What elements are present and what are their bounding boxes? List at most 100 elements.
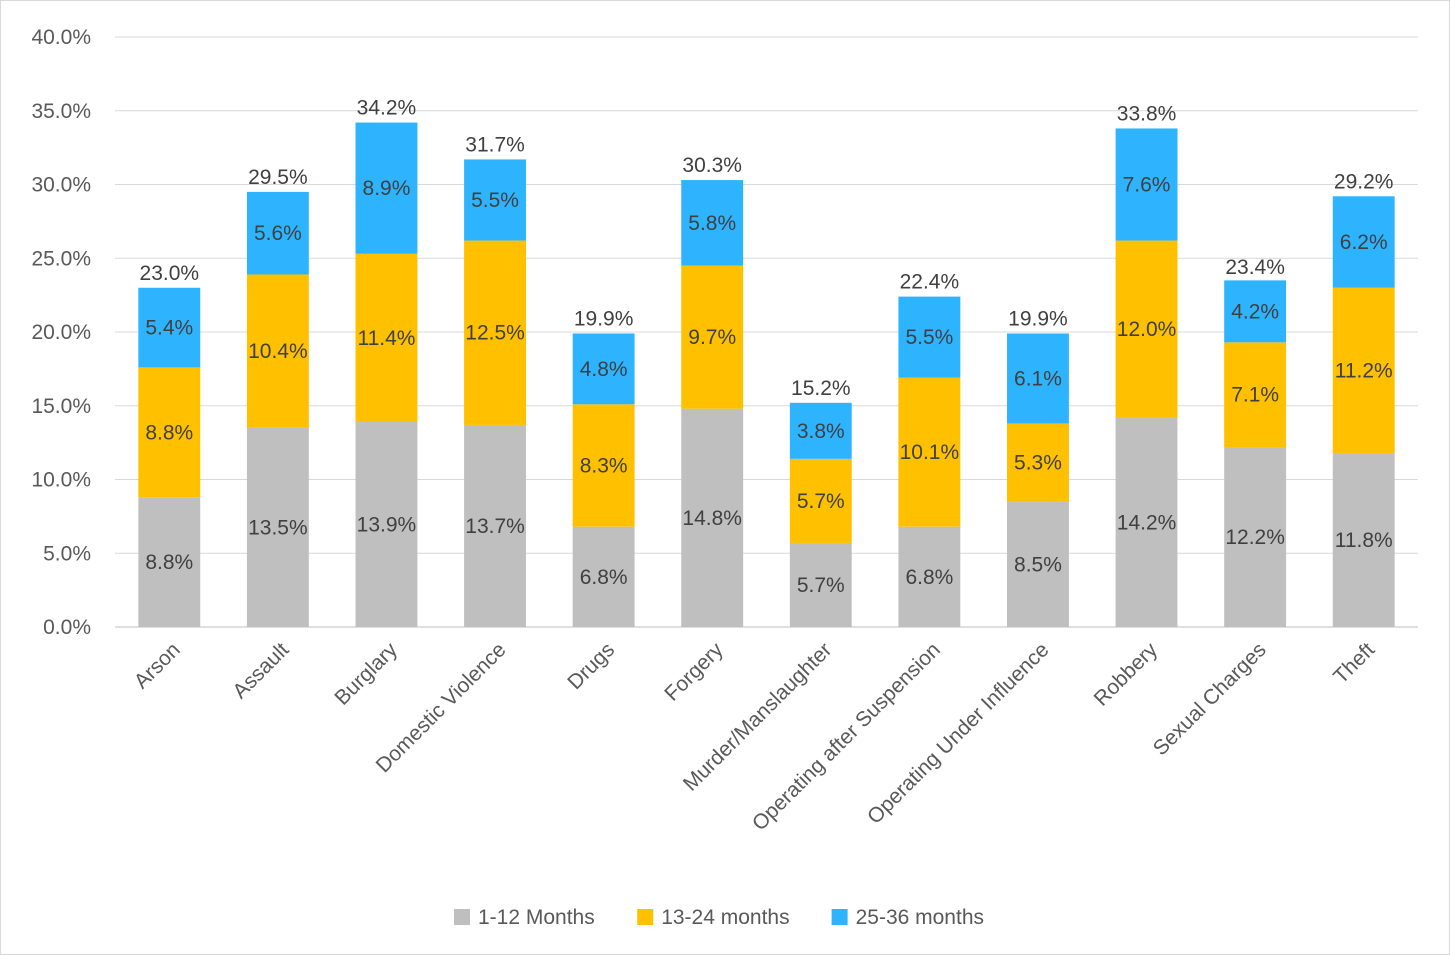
bar-segment [1007, 501, 1069, 627]
bar-segment [1332, 196, 1395, 288]
total-data-label: 31.7% [465, 133, 525, 156]
x-category-label: Burglary [330, 638, 402, 710]
segment-data-labels: 8.8% 8.8% 5.4% 13.5% 10.4% 5.6% 13.9% 11.4% 8.9%… [145, 174, 1392, 597]
bar-segment [246, 191, 309, 275]
total-data-label: 34.2% [357, 97, 417, 120]
legend-swatch [454, 909, 470, 925]
y-tick-label: 35.0% [31, 100, 91, 123]
total-data-label: 15.2% [791, 377, 851, 400]
segment-data-label: 4.2% [1231, 300, 1279, 323]
segment-data-label: 7.6% [1123, 174, 1171, 197]
bar-segment [789, 542, 852, 627]
bar-segment [464, 159, 526, 241]
x-category-label: Operating after Suspension [748, 638, 945, 835]
segment-data-label: 3.8% [797, 420, 845, 443]
total-data-label: 19.9% [574, 307, 634, 330]
y-tick-label: 40.0% [31, 26, 91, 49]
total-data-label: 29.5% [248, 166, 308, 189]
segment-data-label: 5.5% [471, 189, 519, 212]
gridlines [115, 36, 1418, 628]
x-category-label: Theft [1329, 638, 1379, 688]
y-tick-label: 15.0% [31, 395, 91, 418]
bar-segment [355, 122, 418, 254]
bar-segment [355, 421, 418, 627]
bars [138, 122, 1395, 627]
segment-data-label: 8.5% [1014, 553, 1062, 576]
bar-segment [1332, 287, 1395, 453]
segment-data-label: 7.1% [1231, 384, 1279, 407]
bar-segment [246, 427, 309, 627]
bar-segment [681, 180, 744, 266]
x-category-label: Drugs [563, 638, 619, 694]
segment-data-label: 8.3% [580, 454, 628, 477]
bar-segment [1007, 423, 1069, 502]
legend-swatch [831, 909, 848, 925]
x-category-label: Robbery [1090, 638, 1163, 711]
total-data-label: 23.0% [140, 262, 200, 285]
bar-segment [1332, 452, 1395, 627]
y-tick-label: 5.0% [43, 542, 91, 565]
x-category-label: Arson [130, 638, 185, 693]
y-tick-label: 10.0% [31, 469, 91, 492]
bar-segment [789, 402, 852, 459]
segment-data-label: 11.2% [1335, 359, 1393, 382]
legend-item: 13-24 months [637, 906, 790, 929]
bar-segment [464, 240, 526, 425]
segment-data-label: 8.8% [145, 421, 193, 444]
bar-segment [246, 274, 309, 428]
segment-data-label: 14.8% [682, 507, 742, 530]
bar-segment [1115, 417, 1178, 627]
segment-data-label: 11.8% [1335, 529, 1393, 552]
total-data-label: 33.8% [1117, 102, 1177, 125]
segment-data-label: 12.2% [1225, 526, 1285, 549]
segment-data-label: 5.6% [254, 222, 302, 245]
segment-data-label: 13.9% [357, 513, 417, 536]
total-data-labels: 23.0% 29.5% 34.2% 31.7% 19.9% 30.3% 15.2% 22.4%… [140, 97, 1394, 400]
bar-segment [138, 497, 201, 627]
segment-data-label: 13.5% [248, 516, 308, 539]
legend-label: 25-36 months [856, 906, 984, 929]
segment-data-label: 11.4% [357, 327, 415, 350]
y-tick-label: 30.0% [31, 174, 91, 197]
bar-segment [1007, 333, 1069, 424]
bar-segment [1224, 447, 1287, 627]
segment-data-label: 5.5% [905, 326, 953, 349]
bar-segment [464, 424, 526, 627]
legend-label: 13-24 months [661, 906, 789, 929]
bar-segment [789, 458, 852, 543]
y-tick-label: 0.0% [43, 616, 91, 639]
x-category-label: Assault [228, 638, 293, 703]
bar-segment [355, 253, 418, 422]
bar-segment [572, 404, 635, 527]
y-axis-tick-labels: 0.0% 5.0% 10.0% 15.0% 20.0% 25.0% 30.0% 35.0% 40… [31, 26, 91, 639]
segment-data-label: 10.4% [248, 340, 308, 363]
x-category-label: Forgery [660, 638, 728, 706]
total-data-label: 22.4% [900, 271, 960, 294]
segment-data-label: 5.7% [797, 574, 845, 597]
bar-segment [572, 526, 635, 627]
bar-segment [138, 367, 201, 498]
segment-data-label: 5.3% [1014, 452, 1062, 475]
bar-segment [898, 377, 961, 527]
legend-item: 1-12 Months [454, 906, 595, 929]
x-category-label: Operating Under Influence [863, 638, 1053, 828]
legend-label: 1-12 Months [478, 906, 595, 929]
segment-data-label: 5.4% [145, 317, 193, 340]
legend: 1-12 Months 13-24 months 25-36 months [454, 906, 984, 929]
segment-data-label: 8.9% [363, 177, 411, 200]
y-tick-label: 25.0% [31, 247, 91, 270]
segment-data-label: 12.5% [465, 322, 525, 345]
bar-segment [572, 333, 635, 405]
segment-data-label: 8.8% [145, 551, 193, 574]
legend-swatch [637, 909, 654, 925]
segment-data-label: 6.2% [1340, 231, 1388, 254]
legend-item: 25-36 months [831, 906, 984, 929]
segment-data-label: 5.8% [688, 212, 736, 235]
segment-data-label: 12.0% [1117, 318, 1177, 341]
bar-segment [898, 296, 961, 378]
total-data-label: 30.3% [682, 154, 742, 177]
segment-data-label: 10.1% [900, 441, 960, 464]
segment-data-label: 13.7% [465, 515, 525, 538]
total-data-label: 29.2% [1334, 170, 1394, 193]
